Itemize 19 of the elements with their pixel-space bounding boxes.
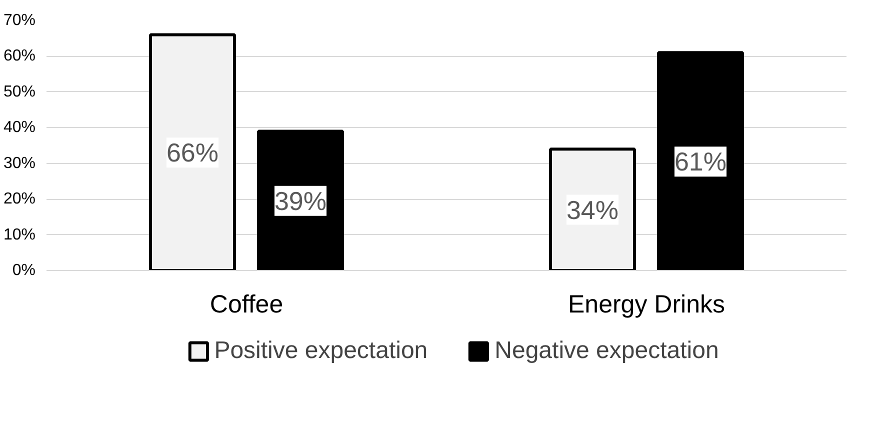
- bar: [257, 130, 344, 270]
- y-tick-label: 10%: [3, 226, 36, 244]
- data-label: 39%: [274, 186, 327, 216]
- x-tick-label: Energy Drinks: [568, 290, 726, 318]
- bar: [657, 51, 744, 270]
- legend-label: Negative expectation: [494, 337, 719, 365]
- y-tick-label: 30%: [3, 154, 36, 172]
- data-label: 61%: [674, 146, 727, 177]
- bar: [149, 33, 236, 270]
- x-tick-label: Coffee: [210, 290, 284, 318]
- data-label: 34%: [566, 194, 619, 225]
- legend-label: Positive expectation: [214, 337, 428, 365]
- y-tick-label: 60%: [3, 48, 36, 65]
- y-tick-label: 0%: [12, 262, 36, 279]
- y-tick-label: 40%: [3, 119, 36, 136]
- y-tick-label: 70%: [3, 12, 36, 29]
- data-label: 66%: [166, 138, 219, 168]
- y-tick-label: 20%: [3, 190, 36, 208]
- y-tick-label: 50%: [3, 83, 36, 100]
